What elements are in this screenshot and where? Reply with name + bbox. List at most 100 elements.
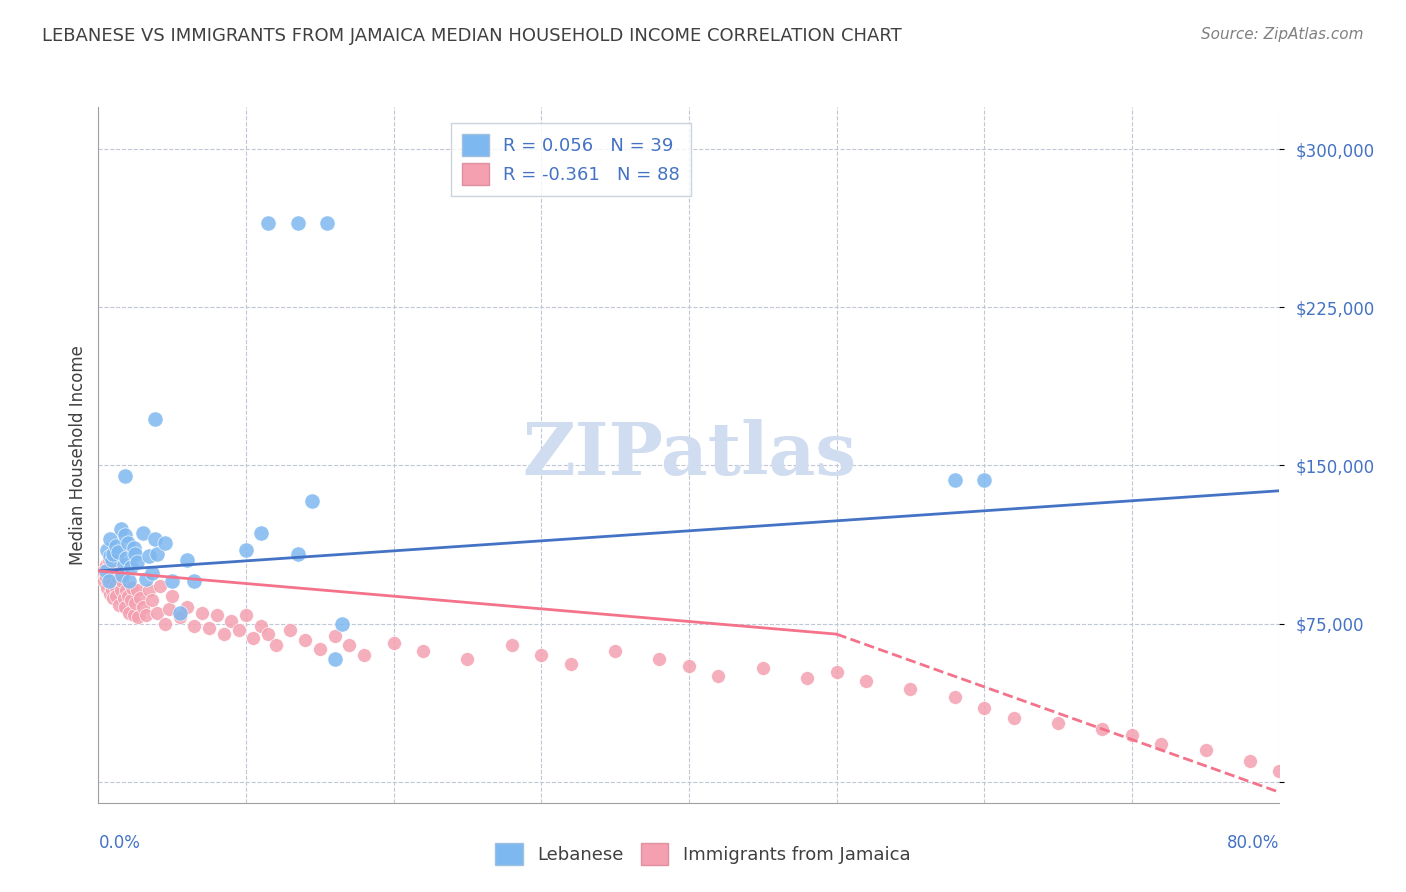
Point bbox=[605, 644, 627, 658]
Point bbox=[278, 623, 302, 637]
Point bbox=[118, 606, 141, 620]
Point bbox=[103, 591, 125, 606]
Point bbox=[1327, 779, 1350, 793]
Point bbox=[943, 473, 966, 487]
Point bbox=[97, 574, 120, 589]
Point bbox=[323, 652, 346, 666]
Point bbox=[103, 547, 125, 561]
Point bbox=[219, 615, 242, 629]
Y-axis label: Median Household Income: Median Household Income bbox=[69, 345, 87, 565]
Point bbox=[124, 595, 146, 609]
Point bbox=[112, 591, 135, 606]
Point bbox=[141, 566, 163, 580]
Point bbox=[176, 553, 198, 567]
Point bbox=[169, 610, 191, 624]
Point bbox=[97, 553, 120, 567]
Point bbox=[287, 547, 309, 561]
Text: ZIPatlas: ZIPatlas bbox=[522, 419, 856, 491]
Point bbox=[138, 549, 160, 563]
Point bbox=[122, 608, 145, 623]
Point bbox=[105, 539, 128, 553]
Point bbox=[1298, 771, 1320, 785]
Point bbox=[141, 593, 163, 607]
Point bbox=[105, 589, 128, 603]
Point bbox=[135, 572, 157, 586]
Point bbox=[157, 602, 180, 616]
Point bbox=[228, 623, 250, 637]
Point bbox=[501, 638, 523, 652]
Point bbox=[91, 564, 114, 578]
Point bbox=[183, 618, 205, 632]
Point bbox=[242, 632, 264, 646]
Point bbox=[1195, 743, 1218, 757]
Point bbox=[97, 568, 120, 582]
Point bbox=[1046, 715, 1069, 730]
Point bbox=[796, 672, 818, 686]
Point bbox=[1239, 754, 1261, 768]
Point bbox=[98, 549, 121, 563]
Point bbox=[648, 652, 671, 666]
Text: LEBANESE VS IMMIGRANTS FROM JAMAICA MEDIAN HOUSEHOLD INCOME CORRELATION CHART: LEBANESE VS IMMIGRANTS FROM JAMAICA MEDI… bbox=[42, 27, 901, 45]
Point bbox=[111, 574, 134, 589]
Point bbox=[560, 657, 582, 671]
Point bbox=[250, 525, 273, 540]
Point bbox=[121, 581, 143, 595]
Point bbox=[107, 572, 129, 586]
Point bbox=[382, 635, 405, 649]
Point bbox=[96, 562, 118, 576]
Point bbox=[94, 558, 117, 572]
Point bbox=[309, 641, 332, 656]
Point bbox=[94, 564, 117, 578]
Point bbox=[330, 616, 353, 631]
Point bbox=[107, 545, 129, 559]
Point bbox=[115, 582, 138, 597]
Point bbox=[162, 574, 183, 589]
Point bbox=[412, 644, 434, 658]
Point bbox=[128, 591, 150, 606]
Point bbox=[212, 627, 235, 641]
Point bbox=[111, 568, 134, 582]
Point bbox=[114, 469, 136, 483]
Point bbox=[110, 582, 132, 597]
Point bbox=[143, 412, 166, 426]
Legend: Lebanese, Immigrants from Jamaica: Lebanese, Immigrants from Jamaica bbox=[486, 834, 920, 874]
Point bbox=[100, 553, 122, 567]
Point bbox=[104, 579, 127, 593]
Point bbox=[900, 681, 922, 696]
Point bbox=[125, 582, 148, 597]
Point bbox=[132, 599, 155, 614]
Point bbox=[1091, 722, 1114, 736]
Point bbox=[855, 673, 877, 688]
Point bbox=[138, 582, 160, 597]
Point bbox=[191, 606, 214, 620]
Point bbox=[96, 542, 118, 557]
Point bbox=[235, 608, 257, 623]
Point bbox=[287, 216, 309, 230]
Point bbox=[264, 638, 287, 652]
Point bbox=[115, 551, 138, 566]
Point bbox=[149, 579, 172, 593]
Point bbox=[678, 658, 700, 673]
Point bbox=[294, 633, 316, 648]
Text: Source: ZipAtlas.com: Source: ZipAtlas.com bbox=[1201, 27, 1364, 42]
Point bbox=[973, 473, 995, 487]
Point bbox=[114, 528, 136, 542]
Point bbox=[98, 587, 121, 601]
Point bbox=[146, 547, 169, 561]
Point bbox=[98, 533, 121, 547]
Point bbox=[93, 574, 115, 589]
Point bbox=[122, 541, 145, 555]
Point bbox=[530, 648, 553, 663]
Point bbox=[120, 559, 142, 574]
Point bbox=[301, 494, 323, 508]
Point bbox=[108, 598, 131, 612]
Point bbox=[153, 616, 176, 631]
Point bbox=[825, 665, 848, 679]
Point bbox=[751, 661, 773, 675]
Point bbox=[707, 669, 730, 683]
Point bbox=[125, 556, 148, 570]
Point bbox=[250, 618, 273, 632]
Point bbox=[103, 564, 125, 578]
Point bbox=[110, 522, 132, 536]
Point bbox=[257, 216, 280, 230]
